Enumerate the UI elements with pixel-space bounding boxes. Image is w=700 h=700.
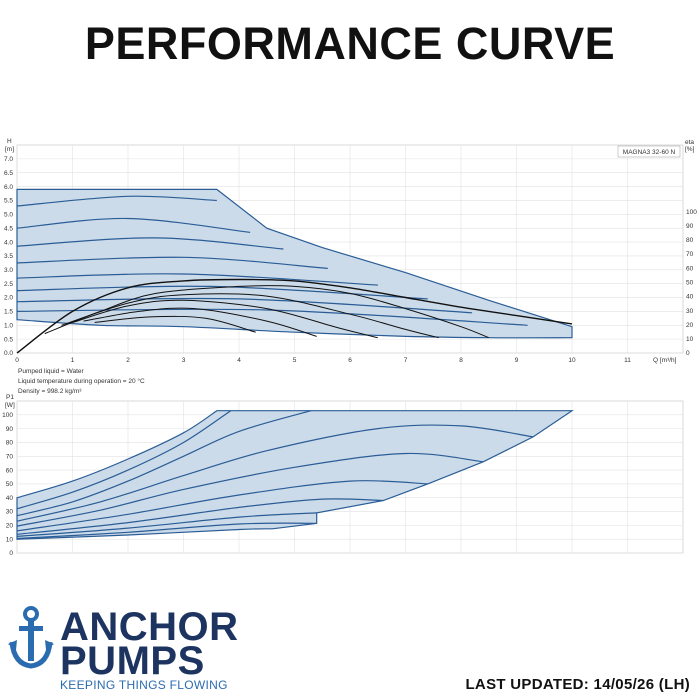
y-tick-label: 100 (2, 412, 13, 419)
x-tick-label: 10 (568, 357, 576, 364)
power-curve (16, 480, 428, 532)
efficiency-curve (44, 285, 489, 339)
y-tick-label: 0 (9, 550, 13, 557)
y-tick-label: 2.0 (4, 295, 13, 302)
performance-chart: 0.0 0.5 1.0 1.5 2.0 2.5 3.0 3.5 4.0 4.5 5.0 5.5 6.0 6… (2, 138, 697, 557)
y2-tick-label: 10 (686, 336, 694, 343)
head-curve (16, 285, 428, 300)
y-tick-label: 2.5 (4, 281, 13, 288)
y-tick-label: 7.0 (4, 156, 13, 163)
power-curve (16, 410, 232, 510)
brand-tagline: KEEPING THINGS FLOWING (60, 678, 228, 692)
efficiency-curve (72, 299, 378, 339)
head-curve (16, 195, 217, 207)
operating-envelope-top (16, 188, 573, 339)
head-curve (16, 273, 378, 286)
y-tick-label: 20 (6, 523, 14, 530)
y-tick-label: 0.5 (4, 336, 13, 343)
anchor-icon (8, 606, 54, 677)
y-tick-label: 6.5 (4, 170, 13, 177)
head-curve (16, 217, 251, 233)
y2-tick-label: 40 (686, 294, 694, 301)
y-tick-label: 5.0 (4, 212, 13, 219)
liquid-temperature-text: Liquid temperature during operation = 20… (18, 377, 145, 385)
operating-envelope-bottom (16, 410, 574, 540)
y-tick-label: 80 (6, 440, 14, 447)
y-axis-unit: [m] (5, 146, 14, 153)
y-axis-label: P1 (6, 394, 14, 401)
power-curve (16, 512, 317, 537)
y2-axis-unit: [%] (685, 146, 695, 153)
efficiency-curve (94, 315, 256, 333)
y-tick-label: 4.5 (4, 225, 13, 232)
head-curve (16, 237, 284, 250)
head-curve (16, 256, 328, 269)
y-tick-label: 0.0 (4, 350, 13, 357)
y-tick-label: 60 (6, 467, 14, 474)
y2-tick-label: 70 (686, 251, 694, 258)
y-tick-label: 50 (6, 481, 14, 488)
x-tick-label: 7 (404, 357, 408, 364)
power-curve (16, 452, 484, 527)
y2-tick-label: 60 (686, 265, 694, 272)
y2-tick-label: 50 (686, 279, 694, 286)
y-tick-label: 30 (6, 509, 14, 516)
power-curve (16, 424, 534, 522)
power-curve (16, 410, 312, 517)
model-label-box (617, 145, 681, 158)
x-tick-label: 11 (624, 357, 631, 364)
y-tick-label: 90 (6, 426, 14, 433)
power-curve (16, 498, 384, 535)
y-tick-label: 3.0 (4, 267, 13, 274)
y-tick-label: 10 (6, 536, 14, 543)
density-text: Density = 998.2 kg/m³ (18, 388, 82, 395)
y2-axis-label: eta (685, 139, 694, 146)
y-tick-label: 6.0 (4, 184, 13, 191)
x-tick-label: 6 (348, 357, 352, 364)
brand-name-line2: PUMPS (60, 639, 205, 683)
y-tick-label: 4.0 (4, 239, 13, 246)
model-label: MAGNA3 32-60 N (623, 149, 676, 156)
x-axis-label: Q [m³/h] (653, 357, 677, 364)
y-tick-label: 70 (6, 453, 14, 460)
brand-name-line1: ANCHOR (60, 605, 239, 649)
y2-tick-label: 90 (686, 223, 694, 230)
x-tick-label: 1 (71, 357, 75, 364)
x-tick-label: 0 (15, 357, 19, 364)
power-curve (16, 522, 317, 540)
y-axis-label: H (7, 138, 12, 145)
x-tick-label: 9 (515, 357, 519, 364)
page-title: PERFORMANCE CURVE (84, 18, 616, 69)
y2-tick-label: 80 (686, 237, 694, 244)
head-curve (16, 308, 528, 326)
x-tick-label: 8 (459, 357, 463, 364)
y-tick-label: 40 (6, 495, 14, 502)
y2-tick-label: 0 (686, 350, 690, 357)
efficiency-curve (16, 278, 573, 354)
pumped-liquid-text: Pumped liquid = Water (18, 368, 85, 375)
y2-tick-label: 20 (686, 322, 694, 329)
y2-tick-label: 30 (686, 308, 694, 315)
y2-tick-label: 100 (686, 209, 697, 216)
efficiency-curve (61, 293, 439, 339)
head-curve (16, 297, 473, 314)
y-tick-label: 5.5 (4, 198, 13, 205)
y-tick-label: 1.0 (4, 322, 13, 329)
y-axis-unit: [W] (5, 402, 15, 409)
y-tick-label: 3.5 (4, 253, 13, 260)
x-tick-label: 2 (126, 357, 130, 364)
efficiency-curve (83, 307, 317, 337)
x-tick-label: 4 (237, 357, 241, 364)
x-tick-label: 5 (293, 357, 297, 364)
x-tick-label: 3 (182, 357, 186, 364)
y-tick-label: 1.5 (4, 309, 13, 316)
last-updated: LAST UPDATED: 14/05/26 (LH) (465, 676, 690, 693)
